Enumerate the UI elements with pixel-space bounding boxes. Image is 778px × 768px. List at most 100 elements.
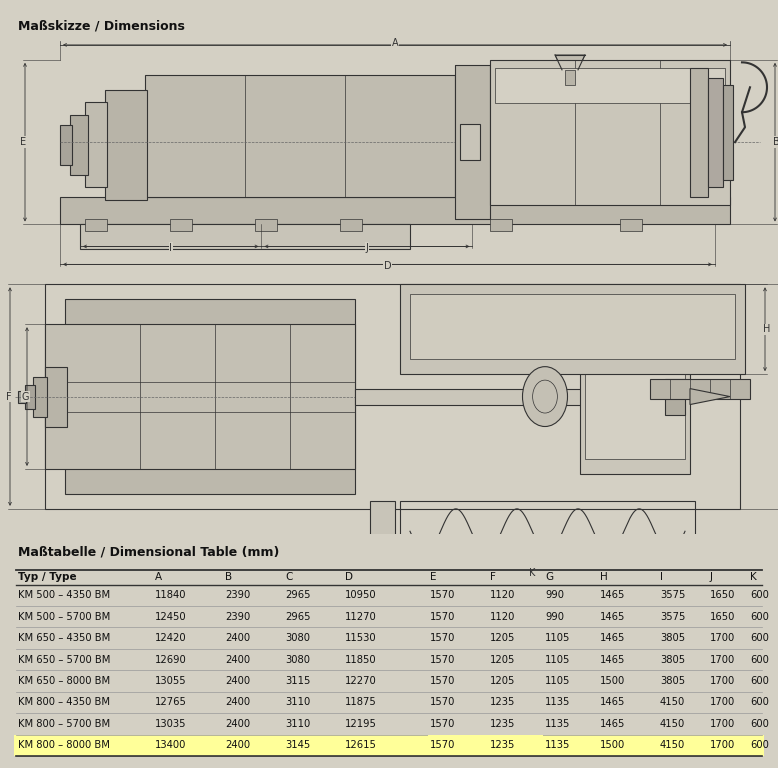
Text: 600: 600	[750, 612, 769, 622]
Bar	[355, 389, 585, 405]
Text: 1700: 1700	[710, 676, 735, 686]
Text: 1205: 1205	[490, 654, 515, 664]
Text: 1205: 1205	[490, 633, 515, 643]
Text: KM 800 – 8000 BM: KM 800 – 8000 BM	[18, 740, 110, 750]
Bar	[25, 385, 35, 409]
Text: 11850: 11850	[345, 654, 377, 664]
Text: 12450: 12450	[155, 612, 187, 622]
Text: 12420: 12420	[155, 633, 187, 643]
Text: 1700: 1700	[710, 697, 735, 707]
Bar	[85, 220, 107, 231]
Text: 1570: 1570	[430, 740, 455, 750]
Text: I: I	[170, 243, 172, 253]
Text: 1465: 1465	[600, 654, 626, 664]
Text: KM 650 – 5700 BM: KM 650 – 5700 BM	[18, 654, 110, 664]
Text: E: E	[20, 137, 26, 147]
Text: 13400: 13400	[155, 740, 187, 750]
Bar	[45, 366, 67, 426]
Text: KM 500 – 4350 BM: KM 500 – 4350 BM	[18, 591, 110, 601]
Bar	[490, 220, 512, 231]
Text: B: B	[773, 137, 778, 147]
Text: 1205: 1205	[490, 676, 515, 686]
Text: 3805: 3805	[660, 633, 685, 643]
Text: 1700: 1700	[710, 654, 735, 664]
Text: 4150: 4150	[660, 697, 685, 707]
Bar	[70, 114, 88, 174]
Bar	[255, 220, 277, 231]
Text: 2390: 2390	[225, 591, 251, 601]
Bar	[60, 197, 730, 224]
Text: 990: 990	[545, 612, 564, 622]
Text: 1570: 1570	[430, 697, 455, 707]
Bar	[460, 124, 480, 161]
Text: 2390: 2390	[225, 612, 251, 622]
Text: E: E	[430, 571, 436, 581]
Text: 600: 600	[750, 719, 769, 729]
Text: 1235: 1235	[490, 740, 515, 750]
Text: 11840: 11840	[155, 591, 187, 601]
Bar	[490, 60, 730, 204]
Text: 12690: 12690	[155, 654, 187, 664]
Text: KM 650 – 8000 BM: KM 650 – 8000 BM	[18, 676, 110, 686]
Text: 600: 600	[750, 633, 769, 643]
Text: 600: 600	[750, 676, 769, 686]
Text: 1570: 1570	[430, 591, 455, 601]
Bar	[33, 376, 47, 416]
Text: 1235: 1235	[490, 719, 515, 729]
Text: 600: 600	[750, 740, 769, 750]
Text: 1465: 1465	[600, 591, 626, 601]
Text: 2400: 2400	[225, 654, 250, 664]
Text: 3145: 3145	[285, 740, 310, 750]
Text: 1500: 1500	[600, 676, 626, 686]
Bar	[85, 102, 107, 187]
Bar	[18, 391, 26, 402]
Text: 1650: 1650	[710, 612, 735, 622]
Text: 13035: 13035	[155, 719, 187, 729]
Text: 3805: 3805	[660, 676, 685, 686]
Text: J: J	[710, 571, 713, 581]
Bar	[14, 735, 764, 756]
Text: 12195: 12195	[345, 719, 377, 729]
Bar	[45, 284, 740, 509]
Text: 3080: 3080	[285, 654, 310, 664]
Text: Maßtabelle / Dimensional Table (mm): Maßtabelle / Dimensional Table (mm)	[18, 546, 279, 559]
Bar	[580, 319, 690, 474]
Text: A: A	[155, 571, 162, 581]
Text: 1135: 1135	[545, 697, 570, 707]
Bar	[650, 379, 750, 399]
Text: 11270: 11270	[345, 612, 377, 622]
Text: KM 800 – 5700 BM: KM 800 – 5700 BM	[18, 719, 110, 729]
Text: 2965: 2965	[285, 612, 310, 622]
Text: 11530: 11530	[345, 633, 377, 643]
Text: KM 800 – 4350 BM: KM 800 – 4350 BM	[18, 697, 110, 707]
Text: 13055: 13055	[155, 676, 187, 686]
Text: K: K	[529, 568, 536, 578]
Text: Typ / Type: Typ / Type	[18, 571, 76, 581]
Text: 2400: 2400	[225, 697, 250, 707]
Text: 1570: 1570	[430, 719, 455, 729]
Bar	[105, 90, 147, 200]
Text: 1570: 1570	[430, 633, 455, 643]
Bar	[723, 84, 733, 180]
Bar	[370, 501, 395, 558]
Text: 2400: 2400	[225, 719, 250, 729]
Text: 600: 600	[750, 654, 769, 664]
Text: 600: 600	[750, 591, 769, 601]
Text: 2400: 2400	[225, 740, 250, 750]
Text: 1500: 1500	[600, 740, 626, 750]
Text: 4150: 4150	[660, 719, 685, 729]
Text: 3110: 3110	[285, 719, 310, 729]
Bar	[170, 220, 192, 231]
Ellipse shape	[523, 366, 567, 426]
Text: 1105: 1105	[545, 633, 570, 643]
Bar	[80, 224, 410, 250]
Text: 1120: 1120	[490, 612, 515, 622]
Text: B: B	[225, 571, 232, 581]
Text: G: G	[545, 571, 553, 581]
Text: 1465: 1465	[600, 612, 626, 622]
Text: 1135: 1135	[545, 719, 570, 729]
Text: 1700: 1700	[710, 719, 735, 729]
Bar	[495, 68, 725, 103]
Bar	[60, 124, 72, 164]
Text: 3115: 3115	[285, 676, 310, 686]
